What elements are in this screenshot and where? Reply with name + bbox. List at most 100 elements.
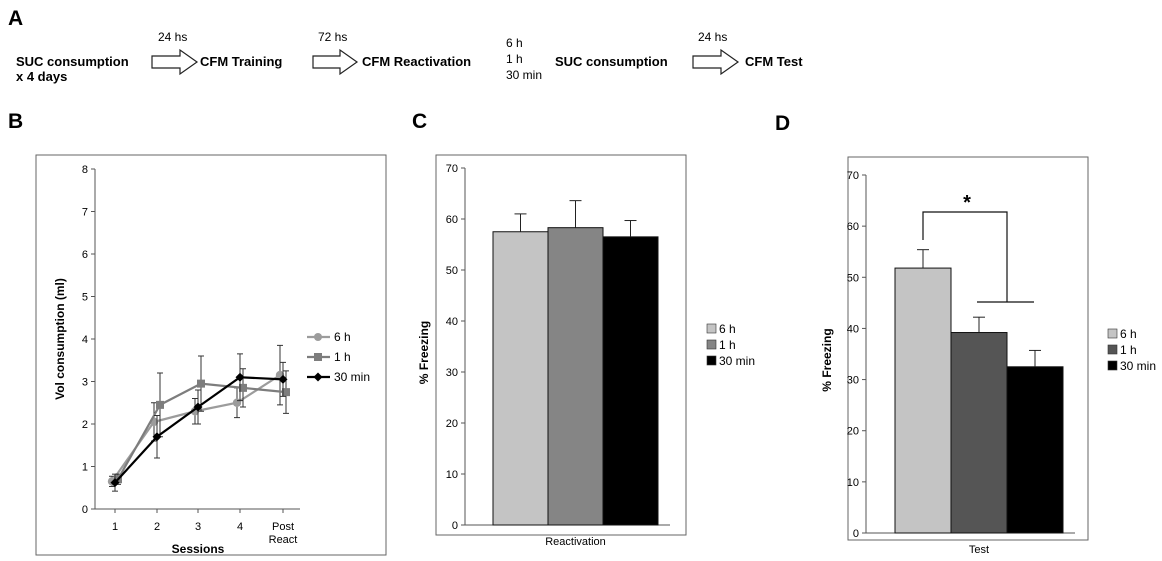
chart-b-series-line-6-h — [111, 374, 281, 483]
protocol-delay4: 24 hs — [698, 30, 727, 44]
chart-d-legend-swatch — [1107, 344, 1118, 355]
chart-b-x-tick-label: Post — [272, 521, 294, 533]
chart-d-y-tick-label: 60 — [847, 221, 859, 233]
chart-d-significance-bracket — [922, 211, 1008, 302]
chart-d-bar-chart: 0 10 20 30 40 50 60 70 Test % Freezing 6 h 1 h 30 mi… — [820, 156, 1156, 556]
chart-d-legend-label: 30 min — [1120, 359, 1156, 373]
chart-b-series-line-30-min — [114, 376, 284, 484]
chart-b-y-tick-label: 5 — [82, 292, 88, 304]
protocol-delay3-option-2: 1 h — [506, 52, 523, 66]
protocol-step2: CFM Training — [200, 54, 282, 69]
chart-b-y-tick-label: 1 — [82, 462, 88, 474]
chart-c-bar-30-min — [602, 236, 659, 526]
chart-b-frame — [35, 154, 387, 556]
protocol-delay2: 72 hs — [318, 30, 347, 44]
chart-c-y-tick-label: 30 — [446, 367, 458, 379]
chart-c-y-tick-label: 60 — [446, 214, 458, 226]
arrow-3-icon — [692, 48, 740, 76]
chart-b-legend-marker — [314, 353, 322, 361]
protocol-step3: CFM Reactivation — [362, 54, 471, 69]
chart-c-y-tick-label: 40 — [446, 316, 458, 328]
chart-c-y-tick-label: 20 — [446, 418, 458, 430]
chart-c-y-tick-label: 10 — [446, 469, 458, 481]
chart-d-legend-label: 1 h — [1120, 343, 1137, 357]
chart-b-point-30-min — [110, 478, 120, 488]
chart-b-x-tick-label: React — [269, 534, 298, 546]
chart-b-legend-marker — [313, 372, 323, 382]
chart-b-x-tick-label: 1 — [112, 521, 118, 533]
chart-b-y-tick-label: 3 — [82, 377, 88, 389]
chart-c-legend-swatch — [706, 323, 717, 334]
chart-d-y-tick-label: 20 — [847, 426, 859, 438]
chart-b-point-1-h — [282, 388, 290, 397]
chart-b-x-tick-label: 3 — [195, 521, 201, 533]
panel-letter-d: D — [775, 112, 790, 135]
chart-d-bar-1-h — [950, 332, 1008, 534]
chart-b-point-1-h — [156, 400, 164, 409]
chart-d-y-tick-label: 30 — [847, 375, 859, 387]
chart-c-bar-6-h — [492, 231, 549, 526]
chart-c-legend-label: 30 min — [719, 354, 755, 368]
protocol-step4: SUC consumption — [555, 54, 668, 69]
protocol-step1-line1: SUC consumption — [16, 54, 129, 69]
chart-c-legend-swatch — [706, 355, 717, 366]
chart-c-y-tick-label: 50 — [446, 265, 458, 277]
chart-b-series-line-1-h — [117, 382, 287, 480]
panel-letter-b: B — [8, 110, 23, 133]
chart-b-x-tick-label: 2 — [154, 521, 160, 533]
chart-d-y-tick-label: 10 — [847, 477, 859, 489]
chart-b-point-30-min — [152, 432, 162, 442]
protocol-step1-line2: x 4 days — [16, 69, 67, 84]
chart-d-y-tick-label: 40 — [847, 323, 859, 335]
chart-d-legend-swatch — [1107, 360, 1118, 371]
chart-c-legend-label: 6 h — [719, 322, 736, 336]
chart-c-bar-1-h — [547, 227, 604, 526]
panel-letter-c: C — [412, 110, 427, 133]
chart-b-x-axis-label: Sessions — [172, 542, 225, 556]
panel-letter-a: A — [8, 7, 23, 30]
chart-b-point-30-min — [235, 372, 245, 382]
arrow-1-icon — [151, 48, 199, 76]
chart-b-y-tick-label: 4 — [82, 334, 88, 346]
chart-b-y-tick-label: 6 — [82, 249, 88, 261]
chart-b-point-30-min — [193, 402, 203, 412]
chart-d-bar-6-h — [894, 267, 952, 534]
protocol-delay3-option-1: 6 h — [506, 36, 523, 50]
chart-c-y-axis-label: % Freezing — [417, 321, 431, 384]
chart-b-legend-marker — [314, 333, 322, 341]
chart-c-bar-chart: 0 10 20 30 40 50 60 70 Reactivation % Freezing 6 h… — [417, 154, 755, 548]
chart-d-significance-annotation: * — [963, 192, 971, 214]
chart-b-point-1-h — [239, 383, 247, 392]
chart-d-bar-30-min — [1006, 366, 1064, 534]
chart-c-y-tick-label: 70 — [446, 163, 458, 175]
chart-d-y-tick-label: 50 — [847, 272, 859, 284]
chart-b-legend-label: 30 min — [334, 370, 370, 384]
chart-c-frame — [435, 154, 687, 536]
chart-d-legend-swatch — [1107, 328, 1118, 339]
arrow-2-icon — [312, 48, 359, 76]
chart-d-frame — [847, 156, 1089, 541]
chart-b-legend-label: 1 h — [334, 350, 351, 364]
chart-b-y-tick-label: 2 — [82, 419, 88, 431]
chart-b-y-tick-label: 7 — [82, 207, 88, 219]
chart-b-point-30-min — [278, 374, 288, 384]
chart-d-y-tick-label: 0 — [853, 528, 859, 540]
protocol-step5: CFM Test — [745, 54, 803, 69]
chart-b-point-1-h — [197, 379, 205, 388]
chart-b-y-axis-label: Vol consumption (ml) — [53, 278, 67, 400]
chart-c-legend-swatch — [706, 339, 717, 350]
chart-b-y-tick-label: 8 — [82, 164, 88, 176]
chart-d-y-axis-label: % Freezing — [820, 328, 834, 391]
chart-c-x-category-label: Reactivation — [545, 536, 606, 548]
chart-d-x-category-label: Test — [969, 544, 989, 556]
chart-b-x-tick-label: 4 — [237, 521, 243, 533]
chart-b-legend-label: 6 h — [334, 330, 351, 344]
chart-d-legend-label: 6 h — [1120, 327, 1137, 341]
chart-c-y-tick-label: 0 — [452, 520, 458, 532]
protocol-delay3-option-3: 30 min — [506, 68, 542, 82]
chart-b-y-tick-label: 0 — [82, 504, 88, 516]
protocol-delay1: 24 hs — [158, 30, 187, 44]
chart-d-y-tick-label: 70 — [847, 170, 859, 182]
